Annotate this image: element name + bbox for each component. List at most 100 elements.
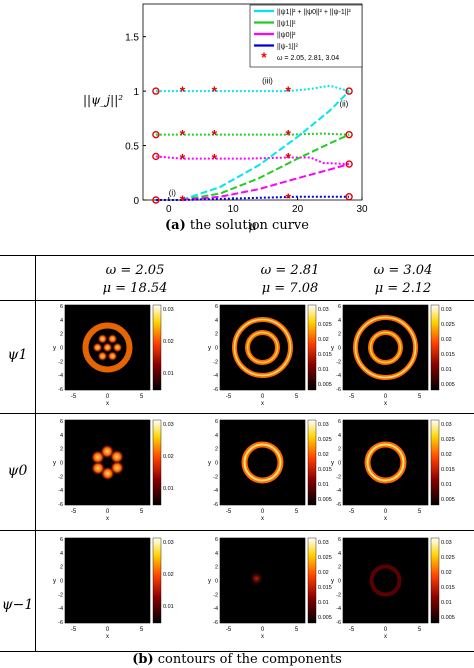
panel-y-tick-label: 2 xyxy=(338,332,341,338)
omega-star-marker: * xyxy=(285,190,291,206)
panel-y-tick-label: 0 xyxy=(215,461,218,467)
curve-annotation: (iii) xyxy=(262,76,273,85)
panel-y-tick-label: 6 xyxy=(215,304,218,310)
panel-x-tick-label: -5 xyxy=(226,509,232,515)
density-spot xyxy=(102,342,113,353)
panel-y-tick-label: 2 xyxy=(215,447,218,453)
x-tick-label: 30 xyxy=(356,204,368,215)
density-spot xyxy=(92,342,103,353)
legend-star: * xyxy=(261,49,267,65)
panel-x-tick-label: -5 xyxy=(71,509,77,515)
table-column-rule xyxy=(35,255,36,652)
colorbar-tick-label: 0.015 xyxy=(441,352,455,358)
legend-label: ||ψ1||² xyxy=(277,21,296,28)
endpoint-circle xyxy=(152,130,160,139)
chart-legend: ||ψ1||² + ||ψ0||² + ||ψ-1||² ||ψ1||² ||ψ0|… xyxy=(249,4,363,68)
panel-x-axis-label: x xyxy=(106,516,109,522)
x-tick-label: 0 xyxy=(166,204,172,215)
panel-y-tick-label: -4 xyxy=(58,606,63,612)
x-tick-label: 20 xyxy=(292,204,304,215)
colorbar-tick-label: 0.005 xyxy=(441,382,455,388)
panel-y-tick-label: 0 xyxy=(60,461,63,467)
contour-panel: -5 0 5 x 6 4 2 0 -2 -4 -6 y 0.03 0.02 0.01 xyxy=(53,537,174,640)
density-ring-core xyxy=(243,443,282,482)
panel-y-tick-label: 2 xyxy=(60,332,63,338)
colorbar xyxy=(430,419,440,506)
panel-x-tick-label: 0 xyxy=(384,627,388,633)
panel-x-tick-label: 0 xyxy=(106,627,110,633)
density-spot xyxy=(107,351,118,362)
panel-y-tick-label: 4 xyxy=(215,318,218,324)
panel-x-axis-label: x xyxy=(384,401,387,407)
panel-y-tick-label: -2 xyxy=(336,474,341,480)
colorbar xyxy=(307,419,317,506)
panel-y-tick-label: -4 xyxy=(213,606,218,612)
panel-y-tick-label: 0 xyxy=(215,346,218,352)
density-spot xyxy=(112,342,123,353)
panel-y-tick-label: -6 xyxy=(58,387,63,393)
caption-a-label: (a) xyxy=(165,218,186,233)
omega-star-marker: * xyxy=(180,83,186,99)
panel-y-tick-label: 4 xyxy=(60,551,63,557)
column-mu: μ = 2.12 xyxy=(374,281,432,296)
colorbar-tick-label: 0.02 xyxy=(318,452,329,458)
colorbar-tick-label: 0.02 xyxy=(441,570,452,576)
column-mu: μ = 7.08 xyxy=(261,281,319,296)
panel-y-tick-label: 6 xyxy=(215,419,218,425)
colorbar xyxy=(152,304,162,391)
panel-background xyxy=(219,537,306,624)
panel-background xyxy=(219,419,306,506)
colorbar-tick-label: 0.005 xyxy=(318,497,332,503)
density-ring xyxy=(364,441,407,484)
panel-x-axis-label: x xyxy=(261,401,264,407)
panel-background xyxy=(342,419,429,506)
table-row1-rule xyxy=(0,413,474,414)
colorbar-tick-label: 0.03 xyxy=(163,307,174,313)
colorbar-tick-label: 0.005 xyxy=(441,615,455,621)
density-spot xyxy=(100,466,115,481)
omega-star-marker: * xyxy=(212,151,218,167)
endpoint-circle xyxy=(152,196,160,204)
panel-y-tick-label: 6 xyxy=(60,537,63,543)
panel-y-tick-label: 0 xyxy=(60,579,63,585)
panel-x-tick-label: 0 xyxy=(261,627,265,633)
column-omega: ω = 3.04 xyxy=(373,263,433,278)
colorbar-tick-label: 0.03 xyxy=(441,307,452,313)
y-tick-label: 1.5 xyxy=(125,33,139,44)
colorbar-tick-label: 0.01 xyxy=(441,482,452,488)
table-header-rule xyxy=(0,300,474,301)
density-ring-core xyxy=(369,331,402,364)
series-line xyxy=(181,163,350,201)
colorbar-tick-label: 0.01 xyxy=(441,367,452,373)
panel-y-tick-label: -6 xyxy=(58,620,63,626)
legend-label: ||ψ-1||² xyxy=(277,44,298,51)
panel-y-tick-label: 0 xyxy=(60,346,63,352)
panel-y-axis-label: y xyxy=(53,346,56,352)
colorbar-tick-label: 0.02 xyxy=(441,452,452,458)
panel-x-tick-label: 5 xyxy=(418,394,422,400)
colorbar-tick-label: 0.005 xyxy=(318,382,332,388)
omega-star-marker: * xyxy=(212,127,218,143)
panel-x-tick-label: 5 xyxy=(140,627,144,633)
contour-panel: -5 0 5 x 6 4 2 0 -2 -4 -6 y 0.03 0.025 0.02 0.015 0.01 0.… xyxy=(208,419,332,522)
panel-y-tick-label: 0 xyxy=(338,579,341,585)
density-ring xyxy=(368,330,403,365)
panel-y-tick-label: 6 xyxy=(338,304,341,310)
panel-y-tick-label: -6 xyxy=(336,620,341,626)
panel-background xyxy=(342,537,429,624)
panel-y-tick-label: -2 xyxy=(336,592,341,598)
panel-y-axis-label: y xyxy=(331,461,334,467)
row-label-psi0: ψ0 xyxy=(7,463,28,479)
panel-y-axis-label: y xyxy=(331,346,334,352)
colorbar xyxy=(430,537,440,624)
panel-y-axis-label: y xyxy=(331,579,334,585)
panel-y-axis-label: y xyxy=(53,461,56,467)
panel-x-tick-label: 0 xyxy=(384,509,388,515)
endpoint-circle xyxy=(345,193,353,201)
legend-label: ||ψ0||² xyxy=(277,32,296,39)
density-spot xyxy=(90,450,105,465)
panel-x-tick-label: -5 xyxy=(349,627,355,633)
panel-y-tick-label: 2 xyxy=(338,447,341,453)
column-mu: μ = 18.54 xyxy=(102,281,168,296)
